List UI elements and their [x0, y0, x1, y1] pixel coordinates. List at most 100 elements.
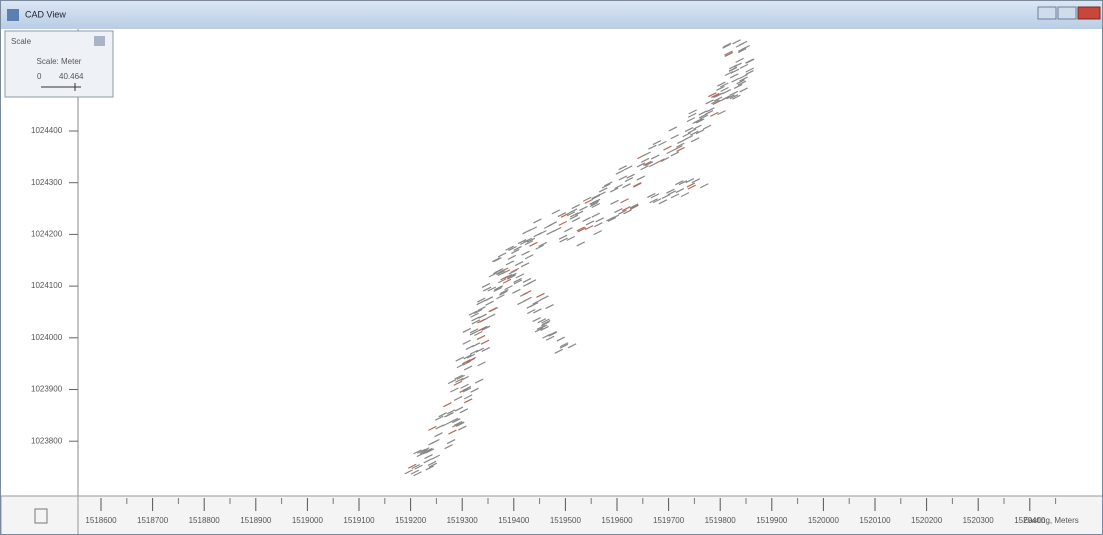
x-tick-label: 1519800 — [705, 516, 737, 525]
survey-point — [601, 183, 611, 189]
survey-point — [446, 439, 456, 445]
survey-point — [523, 296, 532, 302]
survey-point — [675, 142, 685, 148]
survey-point — [460, 375, 469, 381]
survey-point — [559, 343, 569, 349]
survey-point — [558, 220, 568, 226]
survey-point — [434, 432, 443, 438]
survey-point — [670, 151, 680, 157]
survey-point — [533, 218, 542, 224]
survey-point — [474, 330, 483, 337]
survey-point — [496, 269, 506, 275]
survey-point — [428, 425, 437, 431]
survey-point — [615, 169, 625, 175]
x-tick-label: 1520200 — [911, 516, 943, 525]
point-cloud — [404, 39, 755, 477]
survey-point — [692, 118, 701, 125]
x-tick-label: 1518800 — [189, 516, 221, 525]
survey-point — [593, 230, 602, 236]
survey-point — [614, 183, 623, 190]
survey-point — [532, 317, 541, 323]
survey-point — [618, 209, 627, 215]
survey-point — [541, 321, 550, 327]
survey-point — [434, 415, 444, 421]
survey-point — [522, 277, 532, 284]
survey-point — [481, 282, 491, 288]
survey-point — [486, 313, 496, 319]
survey-point — [554, 348, 564, 354]
survey-point — [484, 296, 494, 302]
survey-point — [463, 365, 473, 371]
survey-point — [453, 380, 463, 386]
survey-point — [446, 409, 456, 415]
survey-point — [416, 452, 426, 458]
survey-point — [428, 440, 437, 446]
survey-point — [493, 285, 503, 291]
survey-point — [413, 471, 422, 477]
survey-point — [564, 227, 573, 233]
survey-point — [512, 288, 521, 294]
survey-point — [614, 208, 623, 214]
survey-point — [560, 212, 570, 218]
survey-point — [463, 398, 473, 404]
survey-point — [508, 245, 517, 251]
survey-point — [524, 254, 534, 260]
survey-point — [508, 269, 518, 275]
survey-point — [690, 137, 700, 143]
survey-point — [559, 237, 568, 243]
survey-point — [712, 92, 722, 99]
x-tick-label: 1519400 — [498, 516, 530, 525]
survey-point — [595, 217, 604, 223]
survey-point — [526, 237, 536, 243]
survey-point — [736, 79, 745, 85]
survey-point — [471, 342, 481, 348]
panel-close[interactable] — [94, 36, 105, 46]
survey-point — [482, 286, 492, 292]
survey-point — [636, 175, 646, 181]
survey-point — [670, 134, 679, 140]
survey-point — [686, 182, 696, 188]
survey-point — [523, 281, 532, 287]
survey-point — [458, 425, 467, 431]
survey-point — [442, 421, 451, 427]
survey-point — [448, 429, 457, 435]
survey-point — [577, 227, 587, 233]
survey-point — [591, 198, 601, 204]
maximize-button[interactable] — [1057, 6, 1077, 20]
survey-point — [685, 178, 695, 184]
y-tick-label: 1024000 — [31, 333, 63, 342]
survey-point — [533, 308, 542, 314]
survey-point — [622, 183, 631, 189]
survey-point — [729, 90, 739, 97]
survey-point — [658, 199, 668, 205]
survey-point — [626, 173, 635, 179]
survey-point — [711, 92, 720, 98]
y-tick-label: 1024200 — [31, 230, 63, 239]
survey-point — [477, 361, 486, 367]
survey-point — [558, 234, 568, 240]
x-tick-label: 1519000 — [292, 516, 324, 525]
survey-point — [698, 113, 708, 119]
survey-point — [693, 124, 702, 130]
x-axis-title: Easting, Meters — [1023, 516, 1079, 525]
survey-point — [462, 387, 472, 393]
survey-point — [455, 356, 465, 362]
survey-point — [698, 110, 708, 116]
x-tick-label: 1518900 — [240, 516, 272, 525]
minimize-button[interactable] — [1037, 6, 1057, 20]
survey-point — [511, 248, 520, 254]
survey-point — [460, 383, 469, 389]
y-tick-label: 1023900 — [31, 385, 63, 394]
ruler-icon[interactable] — [34, 508, 48, 524]
survey-point — [462, 385, 472, 391]
close-button[interactable] — [1077, 6, 1101, 20]
scale-max: 40.464 — [59, 72, 84, 81]
survey-point — [521, 250, 530, 256]
survey-point — [713, 96, 723, 102]
survey-point — [591, 212, 600, 218]
x-tick-label: 1519200 — [395, 516, 427, 525]
survey-point — [687, 112, 697, 118]
survey-point — [522, 290, 532, 296]
survey-point — [545, 335, 555, 341]
